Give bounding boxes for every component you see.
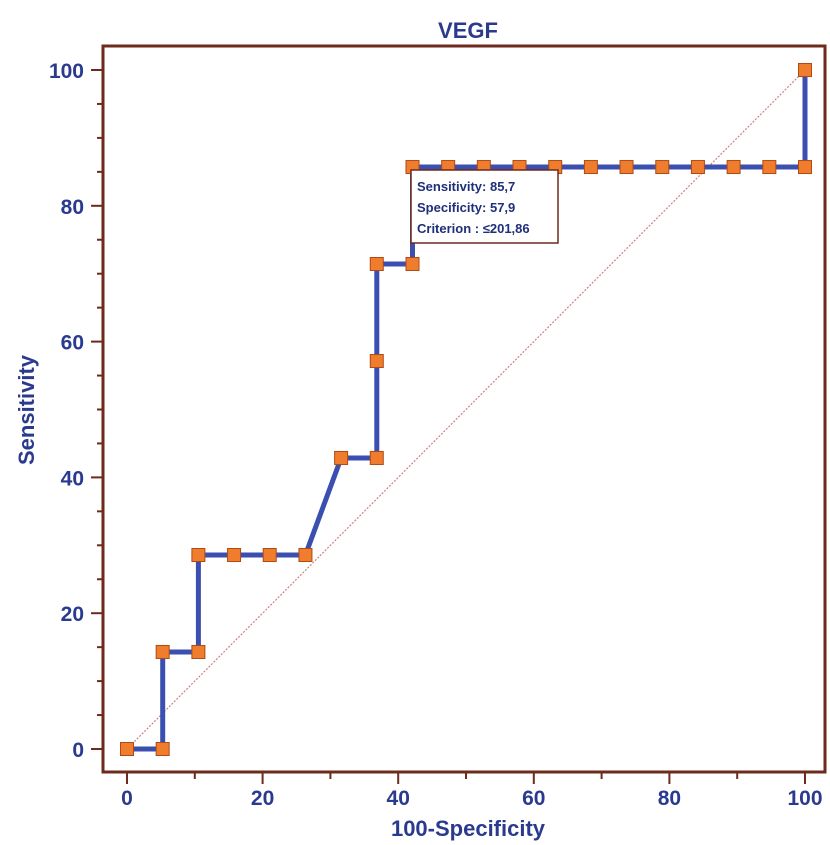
chart-title: VEGF (438, 18, 498, 43)
roc-point-marker (762, 160, 777, 175)
annotation-criterion: Criterion : ≤201,86 (417, 221, 530, 236)
y-tick-label: 100 (49, 60, 84, 83)
roc-point-marker (155, 644, 170, 659)
criterion-annotation: Sensitivity: 85,7 Specificity: 57,9 Crit… (410, 169, 559, 244)
x-tick-label: 40 (387, 787, 410, 810)
roc-point-marker (334, 450, 349, 465)
roc-point-marker (619, 160, 634, 175)
annotation-sensitivity: Sensitivity: 85,7 (417, 179, 515, 194)
axis-ticks (91, 69, 806, 784)
roc-point-marker (583, 160, 598, 175)
roc-point-marker (798, 63, 812, 77)
roc-point-marker (726, 160, 741, 175)
roc-point-marker (405, 256, 420, 271)
x-tick-label: 20 (251, 787, 274, 810)
y-tick-label: 40 (61, 467, 84, 490)
roc-point-marker (298, 548, 313, 563)
y-tick-label: 20 (61, 603, 84, 626)
roc-point-marker (655, 160, 670, 175)
x-tick-label: 100 (787, 787, 822, 810)
plot-frame (101, 44, 827, 774)
roc-point-marker (369, 256, 384, 271)
x-tick-label: 60 (522, 787, 545, 810)
annotation-box (410, 169, 559, 244)
roc-point-marker (227, 548, 242, 563)
y-tick-label: 0 (72, 739, 84, 762)
roc-point-marker (369, 450, 384, 465)
roc-point-marker (798, 160, 812, 175)
roc-point-marker (262, 548, 277, 563)
roc-point-marker (369, 354, 384, 369)
axis-tick-labels: 0 20 40 60 80 100 0 20 40 60 80 100 (49, 60, 823, 810)
x-tick-label: 80 (658, 787, 681, 810)
y-tick-label: 80 (61, 196, 84, 219)
roc-point-marker (191, 644, 206, 659)
roc-point-marker (120, 742, 134, 756)
y-axis-title: Sensitivity (14, 354, 39, 465)
reference-diagonal (126, 69, 806, 750)
x-tick-label: 0 (121, 787, 133, 810)
x-axis-title: 100-Specificity (391, 816, 546, 841)
roc-point-marker (191, 548, 206, 563)
annotation-specificity: Specificity: 57,9 (417, 200, 515, 215)
roc-point-marker (690, 160, 705, 175)
roc-point-marker (155, 742, 170, 756)
y-tick-label: 60 (61, 332, 84, 355)
